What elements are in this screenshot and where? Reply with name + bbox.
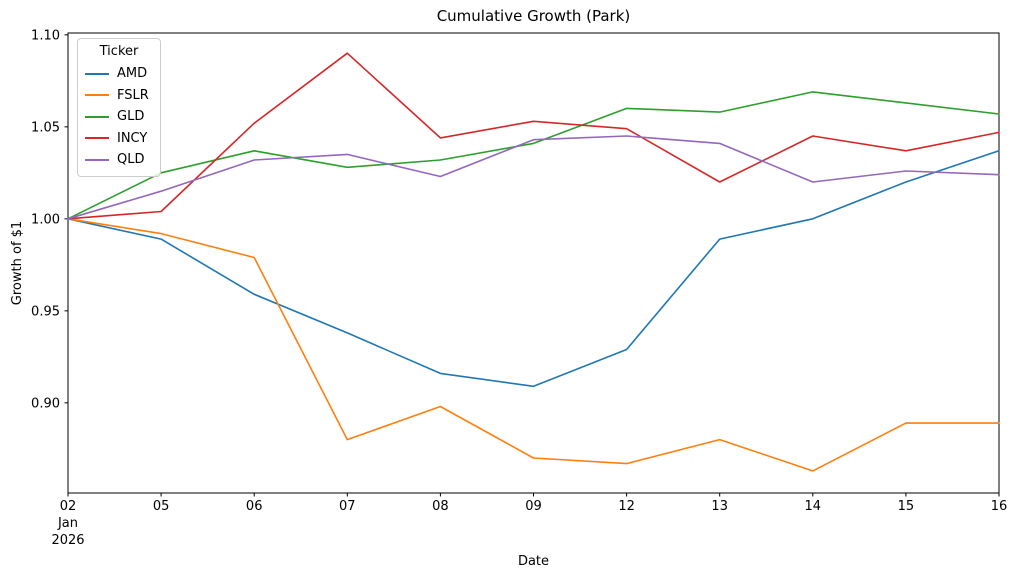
legend-swatch-gld bbox=[85, 115, 109, 118]
x-tick-label: 13 bbox=[711, 499, 728, 514]
series-line-gld bbox=[67, 91, 1000, 220]
legend-entries: AMD FSLR GLD INCY QLD bbox=[85, 63, 153, 171]
x-tick-label: 05 bbox=[153, 499, 170, 514]
x-tick-sublabel: 2026 bbox=[51, 533, 84, 548]
legend-swatch-incy bbox=[85, 137, 109, 140]
x-tick-label: 14 bbox=[805, 499, 822, 514]
series-line-incy bbox=[67, 52, 1000, 220]
legend-label-amd: AMD bbox=[117, 66, 148, 82]
y-tick-label: 0.95 bbox=[31, 304, 60, 319]
y-tick-label: 0.90 bbox=[31, 396, 60, 411]
legend-row-qld: QLD bbox=[85, 149, 153, 171]
x-tick-label: 12 bbox=[618, 499, 635, 514]
legend-swatch-fslr bbox=[85, 94, 109, 97]
legend-swatch-qld bbox=[85, 158, 109, 161]
legend-label-fslr: FSLR bbox=[117, 87, 149, 103]
legend-row-fslr: FSLR bbox=[85, 85, 153, 107]
legend-row-incy: INCY bbox=[85, 128, 153, 150]
legend-row-amd: AMD bbox=[85, 63, 153, 85]
legend-label-qld: QLD bbox=[117, 152, 145, 168]
y-tick-label: 1.10 bbox=[31, 28, 60, 43]
x-tick-label: 15 bbox=[898, 499, 915, 514]
legend-swatch-amd bbox=[85, 72, 109, 75]
y-tick-label: 1.05 bbox=[31, 120, 60, 135]
x-tick-label: 08 bbox=[432, 499, 449, 514]
x-tick-label: 09 bbox=[525, 499, 542, 514]
axes-frame bbox=[67, 32, 1000, 494]
legend: Ticker AMD FSLR GLD INCY QLD bbox=[77, 38, 161, 177]
y-axis-label: Growth of $1 bbox=[10, 220, 25, 306]
legend-row-gld: GLD bbox=[85, 106, 153, 128]
legend-title: Ticker bbox=[99, 44, 139, 59]
x-tick-label: 07 bbox=[339, 499, 356, 514]
x-tick-label: 16 bbox=[991, 499, 1008, 514]
series-line-fslr bbox=[67, 218, 1000, 472]
legend-label-incy: INCY bbox=[117, 130, 148, 146]
chart-title: Cumulative Growth (Park) bbox=[436, 7, 631, 25]
x-axis-label: Date bbox=[517, 554, 550, 569]
x-tick-label: 06 bbox=[246, 499, 263, 514]
series-line-amd bbox=[67, 150, 1000, 388]
x-tick-sublabel: Jan bbox=[57, 516, 78, 531]
series-line-qld bbox=[67, 135, 1000, 220]
legend-label-gld: GLD bbox=[117, 109, 145, 125]
x-tick-label: 02 bbox=[60, 499, 77, 514]
y-tick-label: 1.00 bbox=[31, 212, 60, 227]
